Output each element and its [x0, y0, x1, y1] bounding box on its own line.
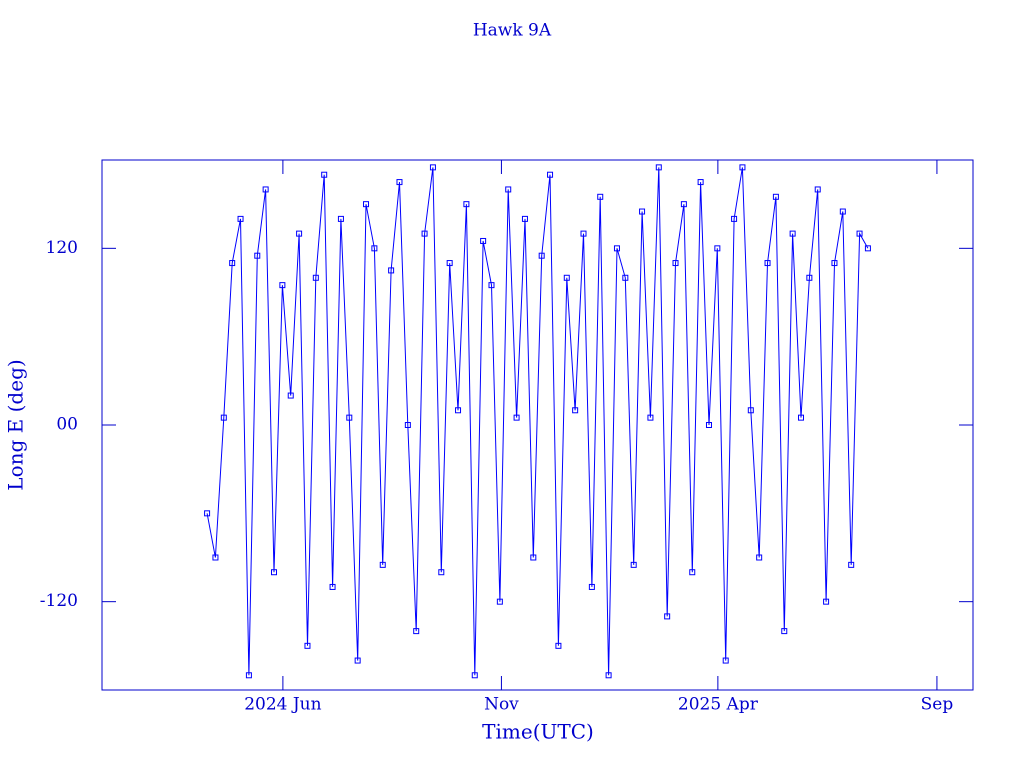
data-point: [371, 245, 378, 252]
data-point: [756, 554, 763, 561]
data-point: [639, 208, 646, 215]
data-point: [538, 252, 545, 259]
data-point: [471, 672, 478, 679]
data-point: [388, 267, 395, 274]
data-point: [521, 215, 528, 222]
data-point: [655, 164, 662, 171]
data-point: [814, 186, 821, 193]
x-tick-label: 2024 Jun: [244, 695, 321, 715]
data-point: [831, 260, 838, 267]
data-point: [363, 201, 370, 208]
data-point: [245, 672, 252, 679]
data-point: [689, 569, 696, 576]
data-point: [622, 274, 629, 281]
data-point: [839, 208, 846, 215]
data-point: [463, 201, 470, 208]
data-point: [237, 215, 244, 222]
data-point: [739, 164, 746, 171]
data-point: [337, 215, 344, 222]
data-point: [572, 407, 579, 414]
data-point: [505, 186, 512, 193]
plot-frame: [101, 159, 974, 691]
data-point: [789, 230, 796, 237]
data-point: [220, 414, 227, 421]
data-point: [697, 179, 704, 186]
data-point: [204, 510, 211, 517]
data-point: [304, 642, 311, 649]
data-point: [747, 407, 754, 414]
data-point: [312, 274, 319, 281]
data-point: [680, 201, 687, 208]
data-point: [664, 613, 671, 620]
chart-title: Hawk 9A: [473, 21, 552, 41]
data-point: [296, 230, 303, 237]
data-point: [823, 598, 830, 605]
data-point: [321, 171, 328, 178]
data-point: [271, 569, 278, 576]
data-point: [764, 260, 771, 267]
data-point: [379, 561, 386, 568]
y-tick-label: -120: [40, 591, 78, 611]
data-point: [856, 230, 863, 237]
data-point: [429, 164, 436, 171]
data-point: [413, 628, 420, 635]
data-point: [806, 274, 813, 281]
data-point: [563, 274, 570, 281]
data-point: [513, 414, 520, 421]
data-point: [396, 179, 403, 186]
data-point: [597, 193, 604, 200]
data-point: [797, 414, 804, 421]
data-point: [580, 230, 587, 237]
data-point: [496, 598, 503, 605]
data-point: [672, 260, 679, 267]
data-point: [714, 245, 721, 252]
data-point: [212, 554, 219, 561]
data-point: [421, 230, 428, 237]
data-point: [731, 215, 738, 222]
data-point: [354, 657, 361, 664]
y-tick-label: 120: [46, 238, 78, 258]
data-point: [613, 245, 620, 252]
data-point: [705, 422, 712, 428]
data-point: [772, 193, 779, 200]
data-point: [848, 561, 855, 568]
data-point: [781, 628, 788, 635]
data-point: [404, 422, 411, 428]
y-tick-label: 00: [56, 415, 78, 435]
data-point: [262, 186, 269, 193]
x-tick-label: 2025 Apr: [678, 695, 759, 715]
data-point: [630, 561, 637, 568]
data-point: [346, 414, 353, 421]
data-point: [455, 407, 462, 414]
data-point: [480, 237, 487, 244]
data-point: [555, 642, 562, 649]
x-tick-label: Nov: [484, 695, 519, 715]
x-tick-label: Sep: [921, 695, 954, 715]
data-point: [588, 583, 595, 590]
data-point: [329, 583, 336, 590]
data-point: [864, 245, 871, 252]
data-point: [438, 569, 445, 576]
data-line: [206, 167, 869, 676]
x-axis-label: Time(UTC): [482, 720, 594, 744]
data-point: [488, 282, 495, 289]
data-point: [446, 260, 453, 267]
data-point: [254, 252, 261, 259]
data-point: [287, 392, 294, 399]
data-point: [229, 260, 236, 267]
data-point: [530, 554, 537, 561]
data-point: [547, 171, 554, 178]
data-point: [605, 672, 612, 679]
y-axis-label: Long E (deg): [4, 359, 28, 490]
data-point: [279, 282, 286, 289]
data-point: [647, 414, 654, 421]
data-point: [722, 657, 729, 664]
